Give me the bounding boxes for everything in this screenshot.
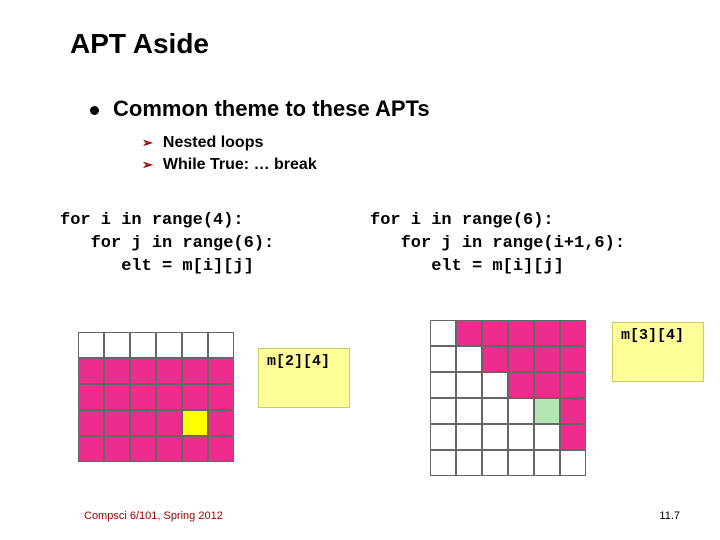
grid-cell [534,372,560,398]
grid-cell [456,424,482,450]
sub-bullet-text: While True: … break [163,156,317,173]
grid-cell [430,398,456,424]
code-block-right: for i in range(6): for j in range(i+1,6)… [370,210,625,279]
grid-cell [104,436,130,462]
grid-cell [182,384,208,410]
grid-cell [208,332,234,358]
grid-cell [560,398,586,424]
grid-cell [78,436,104,462]
grid-cell [430,346,456,372]
bullet-text: Common theme to these APTs [113,96,430,121]
grid-cell [208,436,234,462]
grid-cell [156,410,182,436]
grid-cell [78,358,104,384]
grid-cell [560,450,586,476]
grid-cell [430,424,456,450]
grid-cell [508,346,534,372]
grid-cell [182,358,208,384]
footer-left: Compsci 6/101, Spring 2012 [84,510,223,522]
grid-cell [560,346,586,372]
grid-cell [534,398,560,424]
grid-cell [208,384,234,410]
grid-cell [534,346,560,372]
grid-cell [130,410,156,436]
grid-cell [182,410,208,436]
grid-cell [482,424,508,450]
grid-cell [78,332,104,358]
sub-bullet-item: ➢ While True: … break [142,156,317,174]
grid-cell [534,450,560,476]
grid-cell [156,436,182,462]
grid-cell [508,372,534,398]
grid-cell [156,384,182,410]
grid-cell [456,346,482,372]
sub-bullet-item: ➢ Nested loops [142,134,317,152]
grid-cell [482,372,508,398]
grid-cell [508,320,534,346]
grid-cell [456,320,482,346]
grid-cell [482,346,508,372]
grid-cell [156,332,182,358]
grid-cell [182,332,208,358]
slide-title: APT Aside [70,28,209,60]
grid-cell [130,384,156,410]
grid-cell [430,372,456,398]
grid-cell [482,398,508,424]
grid-cell [130,358,156,384]
grid-cell [456,450,482,476]
grid-cell [78,410,104,436]
grid-cell [182,436,208,462]
grid-cell [156,358,182,384]
grid-cell [482,450,508,476]
grid-cell [104,332,130,358]
bullet-dot-icon [90,106,99,115]
grid-cell [482,320,508,346]
grid-cell [208,358,234,384]
grid-cell [560,372,586,398]
code-block-left: for i in range(4): for j in range(6): el… [60,210,274,279]
grid-cell [130,436,156,462]
grid-left [78,332,234,462]
grid-cell [104,358,130,384]
footer-right: 11.7 [659,510,680,522]
grid-cell [560,320,586,346]
bullet-level-1: Common theme to these APTs [90,96,430,122]
grid-cell [430,320,456,346]
grid-cell [534,424,560,450]
grid-cell [534,320,560,346]
grid-cell [508,450,534,476]
grid-cell [104,384,130,410]
grid-cell [456,398,482,424]
arrow-icon: ➢ [142,135,153,150]
sub-bullet-list: ➢ Nested loops ➢ While True: … break [142,134,317,178]
grid-cell [456,372,482,398]
grid-cell [130,332,156,358]
grid-cell [560,424,586,450]
grid-cell [430,450,456,476]
grid-cell [208,410,234,436]
grid-cell [508,398,534,424]
grid-cell [508,424,534,450]
sub-bullet-text: Nested loops [163,134,263,151]
label-box-left: m[2][4] [258,348,350,408]
grid-cell [104,410,130,436]
grid-cell [78,384,104,410]
arrow-icon: ➢ [142,157,153,172]
label-box-right: m[3][4] [612,322,704,382]
grid-right [430,320,586,476]
